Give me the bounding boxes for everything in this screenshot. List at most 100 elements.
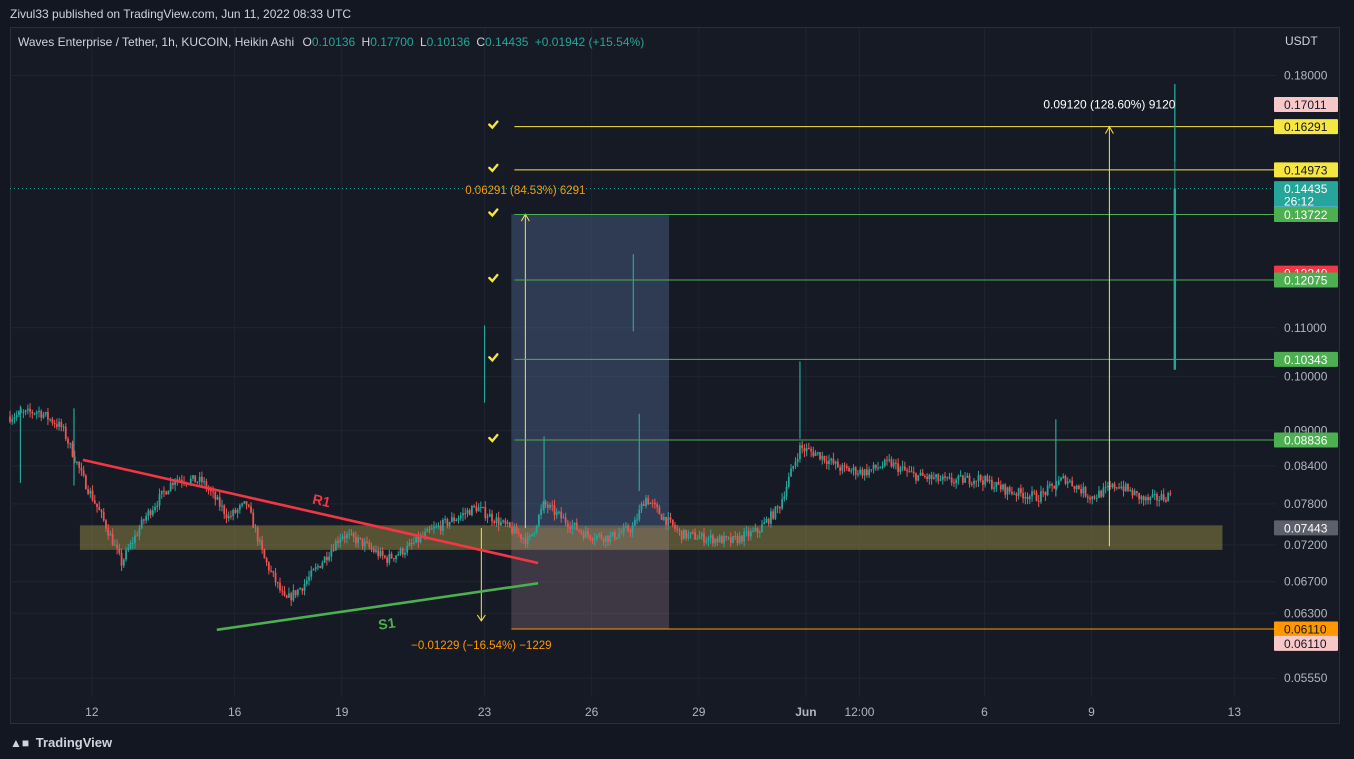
- candle-body: [696, 538, 699, 540]
- candle-body: [1013, 493, 1016, 495]
- price-badge-label: 0.10343: [1284, 353, 1328, 367]
- candle-body: [245, 501, 248, 505]
- change-value: +0.01942 (+15.54%): [534, 35, 645, 49]
- candle-body: [587, 531, 589, 536]
- high-label: H: [361, 35, 371, 49]
- candle-body: [1120, 486, 1123, 489]
- candle-body: [488, 513, 491, 517]
- candle-body: [698, 536, 701, 539]
- candle-body: [1147, 497, 1149, 501]
- candle-body: [198, 476, 201, 482]
- candle-body: [794, 461, 797, 467]
- candle-body: [118, 548, 121, 553]
- candle-body: [1082, 487, 1085, 494]
- candle-body: [321, 562, 324, 568]
- candle-body: [55, 424, 58, 427]
- candle-body: [1044, 492, 1047, 496]
- candle-body: [946, 477, 949, 479]
- candle-body: [968, 475, 971, 484]
- candle-body: [435, 526, 438, 528]
- candle-body: [9, 416, 11, 422]
- candle-body: [247, 504, 250, 507]
- candle-body: [843, 465, 846, 467]
- candle-body: [785, 486, 788, 497]
- candle-body: [589, 535, 592, 539]
- candle-body: [616, 537, 618, 539]
- candle-body: [1165, 499, 1167, 502]
- candle-body: [870, 469, 873, 471]
- candle-body: [524, 538, 527, 544]
- candle-body: [475, 506, 478, 512]
- x-tick-label: 23: [478, 705, 492, 719]
- candle-body: [160, 490, 163, 495]
- chart-panel[interactable]: [10, 27, 1340, 724]
- candle-body: [1046, 485, 1049, 496]
- candle-body: [645, 498, 647, 507]
- candle-body: [1162, 494, 1165, 500]
- candle-body: [341, 536, 344, 539]
- candle-body: [796, 458, 799, 462]
- candle-body: [38, 410, 40, 413]
- candle-body: [201, 476, 203, 483]
- candle-body: [205, 481, 208, 489]
- candle-body: [803, 448, 806, 452]
- candle-body: [138, 528, 141, 536]
- candle-body: [799, 445, 801, 459]
- candles-layer: [9, 84, 1177, 607]
- candle-body: [705, 540, 708, 543]
- candle-body: [961, 475, 964, 483]
- y-tick-label: 0.06700: [1284, 575, 1328, 589]
- symbol-title[interactable]: Waves Enterprise / Tether, 1h, KUCOIN, H…: [18, 35, 295, 49]
- candle-body: [419, 536, 422, 543]
- candle-body: [1158, 499, 1161, 501]
- candle-body: [87, 489, 90, 494]
- candle-body: [513, 526, 516, 534]
- candle-body: [383, 555, 386, 558]
- candle-body: [1040, 491, 1042, 502]
- x-tick-label: 12:00: [844, 705, 874, 719]
- y-tick-label: 0.08400: [1284, 459, 1328, 473]
- candle-body: [792, 466, 795, 469]
- position-profit-zone: [511, 214, 670, 529]
- candle-body: [1149, 496, 1152, 501]
- trendline-label-s1: S1: [377, 614, 396, 632]
- candle-body: [497, 517, 500, 526]
- footer-brand[interactable]: ▲■ TradingView: [10, 735, 112, 750]
- candle-body: [990, 479, 993, 489]
- candle-body: [98, 506, 101, 511]
- candle-body: [517, 533, 520, 535]
- candle-body: [241, 503, 243, 506]
- candle-body: [102, 512, 105, 521]
- candle-body: [957, 475, 960, 480]
- y-tick-label: 0.10000: [1284, 370, 1328, 384]
- candle-body: [633, 519, 636, 527]
- x-tick-label: 9: [1088, 705, 1095, 719]
- price-badge: [1274, 351, 1338, 367]
- x-tick-label: 29: [692, 705, 706, 719]
- candle-body: [212, 491, 214, 493]
- candle-body: [100, 510, 103, 513]
- candle-body: [1151, 494, 1154, 497]
- price-axis: USDT0.180000.110000.100000.090000.084000…: [1274, 34, 1338, 685]
- candle-body: [223, 505, 226, 515]
- candle-body: [877, 467, 879, 469]
- candle-body: [930, 474, 933, 479]
- candle-body: [80, 467, 83, 471]
- candle-body: [332, 549, 335, 551]
- candle-body: [158, 494, 161, 506]
- candle-body: [908, 471, 911, 473]
- price-badge-label: 0.07443: [1284, 521, 1328, 535]
- candle-body: [312, 569, 315, 571]
- candle-body: [986, 476, 989, 482]
- candle-body: [116, 544, 119, 549]
- candle-body: [234, 510, 237, 513]
- trendline-r1: [82, 458, 539, 565]
- candle-body: [377, 550, 380, 557]
- candle-body: [439, 525, 442, 531]
- candle-body: [328, 556, 331, 561]
- price-badge-label: 0.14973: [1284, 163, 1328, 177]
- candle-body: [58, 421, 60, 427]
- candle-body: [466, 510, 469, 514]
- candle-body: [825, 461, 828, 464]
